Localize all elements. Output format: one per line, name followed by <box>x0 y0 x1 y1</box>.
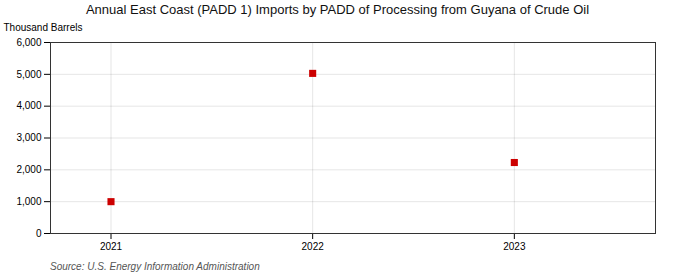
html-text:Source: U.S. Energy Informatio: Source: U.S. Energy Information Administ… <box>50 261 260 272</box>
svg-text:4,000: 4,000 <box>16 100 41 111</box>
svg-text:3,000: 3,000 <box>16 132 41 143</box>
html-text:Annual East Coast (PADD 1) Imp: Annual East Coast (PADD 1) Imports by PA… <box>85 2 589 17</box>
svg-text:1,000: 1,000 <box>16 196 41 207</box>
svg-text:5,000: 5,000 <box>16 69 41 80</box>
svg-text:Thousand Barrels: Thousand Barrels <box>4 22 83 33</box>
svg-text:6,000: 6,000 <box>16 37 41 48</box>
svg-text:2023: 2023 <box>503 241 526 252</box>
svg-text:0: 0 <box>36 228 42 239</box>
svg-text:2022: 2022 <box>302 241 325 252</box>
svg-text:2,000: 2,000 <box>16 164 41 175</box>
svg-text:2021: 2021 <box>100 241 123 252</box>
